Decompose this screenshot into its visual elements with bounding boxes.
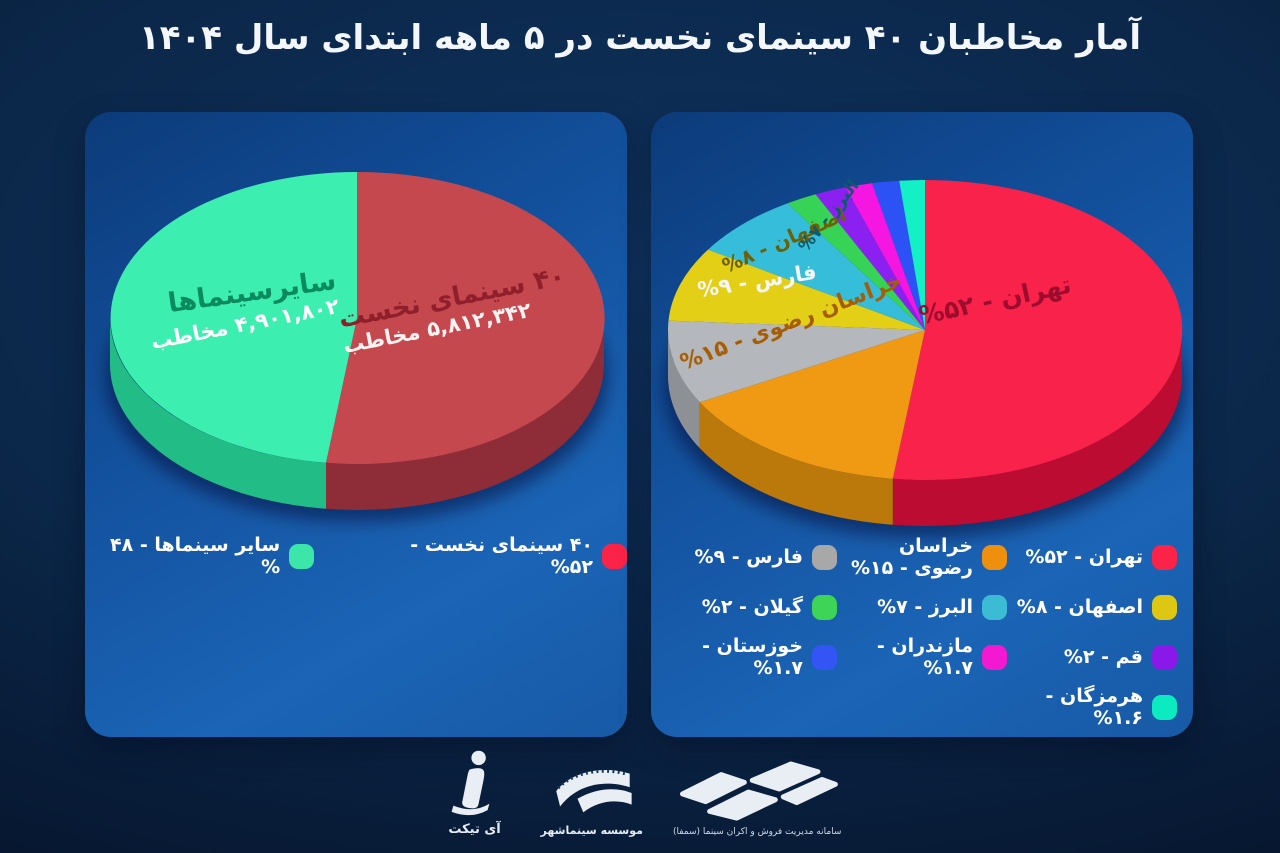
pie-slice-8 [872,180,925,330]
legend-label: تهران - ۵۲% [1025,546,1143,568]
samfa-logo: سامانه مدیریت فروش و اکران سینما (سمفا) [672,761,842,837]
pie-slice-3 [668,249,925,330]
legend-audience-share: ۴۰ سینمای نخست - ۵۲% سایر سینماها - ۴۸ % [85,534,627,578]
legend-label: البرز - ۷% [877,596,973,618]
legend-label: خوزستان - ۱.۷% [702,635,803,679]
legend-column-2: فارس - ۹% گیلان - ۲% خوزستان - ۱.۷% [667,532,837,732]
panel-audience-share: سایرسینماها ۴,۹۰۱,۸۰۲ مخاطب ۴۰ سینمای نخ… [85,112,627,737]
legend-province-share: تهران - ۵۲% اصفهان - ۸% قم - ۲% هرمزگان - ۱… [667,532,1177,732]
legend-swatch [812,594,837,620]
pie-slice-side-2 [668,330,700,449]
legend-label: مازندران - ۱.۷% [876,635,973,679]
legend-swatch [812,644,837,670]
legend-column-0: تهران - ۵۲% اصفهان - ۸% قم - ۲% هرمزگان - ۱… [1007,532,1177,732]
legend-swatch [1152,544,1177,570]
footer-logos: آی تیکت موسسه سینماشهر ساما [0,748,1280,837]
legend-item-audience-1: سایر سینماها - ۴۸ % [85,534,315,578]
samfa-caption: سامانه مدیریت فروش و اکران سینما (سمفا) [672,827,842,837]
legend-swatch [1152,594,1177,620]
pie-chart-audience-share [106,171,608,522]
pie-slice-2 [667,320,925,403]
legend-label: ۴۰ سینمای نخست - ۵۲% [410,534,593,578]
pie-slice-side-1 [699,402,893,525]
legend-item-province-7: مازندران - ۱.۷% [837,632,1007,682]
legend-item-province-3: اصفهان - ۸% [1007,582,1177,632]
legend-swatch [982,544,1007,570]
legend-item-province-0: تهران - ۵۲% [1007,532,1177,582]
pie-slice-1 [699,330,925,479]
legend-swatch [982,594,1007,620]
pie-slice-9 [899,180,925,330]
legend-swatch [289,543,315,569]
cinemashahr-logo: موسسه سینماشهر [541,764,643,837]
pie-slice-5 [787,194,925,330]
legend-item-province-5: گیلان - ۲% [667,582,837,632]
legend-label: قم - ۲% [1063,646,1143,668]
legend-label: اصفهان - ۸% [1016,596,1143,618]
legend-swatch [812,544,837,570]
legend-item-province-8: خوزستان - ۱.۷% [667,632,837,682]
legend-label: خراسان رضوی - ۱۵% [851,535,973,579]
panel-province-share: تهران - ۵۲% خراسان رضوی - ۱۵% فارس - ۹% … [651,112,1193,737]
pie-slice-4 [708,203,925,330]
iticket-logo: آی تیکت [439,748,511,837]
pie-slice-6 [815,187,925,330]
pie-slice-7 [845,183,925,330]
legend-item-province-1: خراسان رضوی - ۱۵% [837,532,1007,582]
samfa-icon [680,761,839,821]
legend-label: هرمزگان - ۱.۶% [1045,685,1143,729]
legend-item-province-9: هرمزگان - ۱.۶% [1007,682,1177,732]
cinemashahr-icon [555,769,632,813]
legend-swatch [982,644,1007,670]
legend-swatch [1152,644,1177,670]
legend-item-province-4: البرز - ۷% [837,582,1007,632]
pie-slice-side-0 [892,330,1182,526]
legend-label: فارس - ۹% [694,546,803,568]
pie-chart-province-share [664,179,1186,538]
legend-swatch [1152,694,1177,720]
legend-label: سایر سینماها - ۴۸ % [110,534,281,578]
iticket-wordmark: آی تیکت [448,822,501,837]
legend-item-audience-0: ۴۰ سینمای نخست - ۵۲% [362,534,627,578]
legend-swatch [602,543,627,569]
iticket-icon [451,750,489,816]
pie-slice-1 [110,172,358,463]
pie-slice-side-1 [110,318,326,509]
cinemashahr-wordmark: موسسه سینماشهر [540,824,643,837]
legend-column-1: خراسان رضوی - ۱۵% البرز - ۷% مازندران - ۱.… [837,532,1007,732]
legend-item-province-6: قم - ۲% [1007,632,1177,682]
legend-label: گیلان - ۲% [701,596,803,618]
pie-slice-side-0 [326,318,604,510]
pie-slice-0 [892,179,1183,480]
page-title: آمار مخاطبان ۴۰ سینمای نخست در ۵ ماهه اب… [138,18,1141,58]
legend-item-province-2: فارس - ۹% [667,532,837,582]
pie-slice-0 [326,171,605,464]
